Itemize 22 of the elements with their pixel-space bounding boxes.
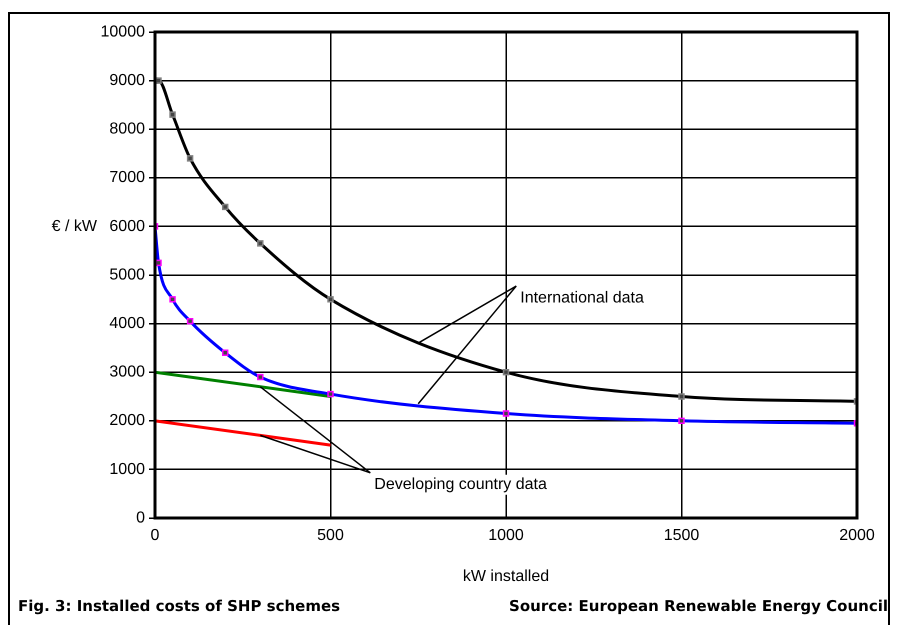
y-tick-label: 2000: [109, 412, 146, 430]
y-tick-label: 8000: [109, 120, 146, 138]
y-axis-title: € / kW: [52, 218, 98, 235]
x-tick-label: 0: [150, 527, 160, 544]
x-tick-label: 500: [317, 527, 344, 544]
caption: Fig. 3: Installed costs of SHP schemes: [18, 597, 340, 615]
y-tick-label: 6000: [109, 218, 146, 235]
y-tick-label: 7000: [109, 169, 146, 186]
y-tick-label: 4000: [109, 315, 146, 332]
x-tick-label: 1000: [488, 527, 524, 544]
x-axis-title: kW installed: [462, 568, 550, 585]
annotation: Developing country data: [374, 476, 547, 494]
y-tick-label: 1000: [109, 460, 146, 478]
x-tick-label: 1500: [664, 527, 700, 544]
y-tick-label: 10000: [100, 23, 146, 40]
y-tick-label: 5000: [109, 266, 146, 284]
y-tick-label: 9000: [109, 72, 146, 90]
source-note: Source: European Renewable Energy Council: [509, 597, 888, 615]
y-tick-label: 0: [136, 509, 146, 526]
x-tick-label: 2000: [839, 527, 875, 544]
y-tick-label: 3000: [109, 364, 146, 381]
annotation: International data: [520, 289, 644, 306]
